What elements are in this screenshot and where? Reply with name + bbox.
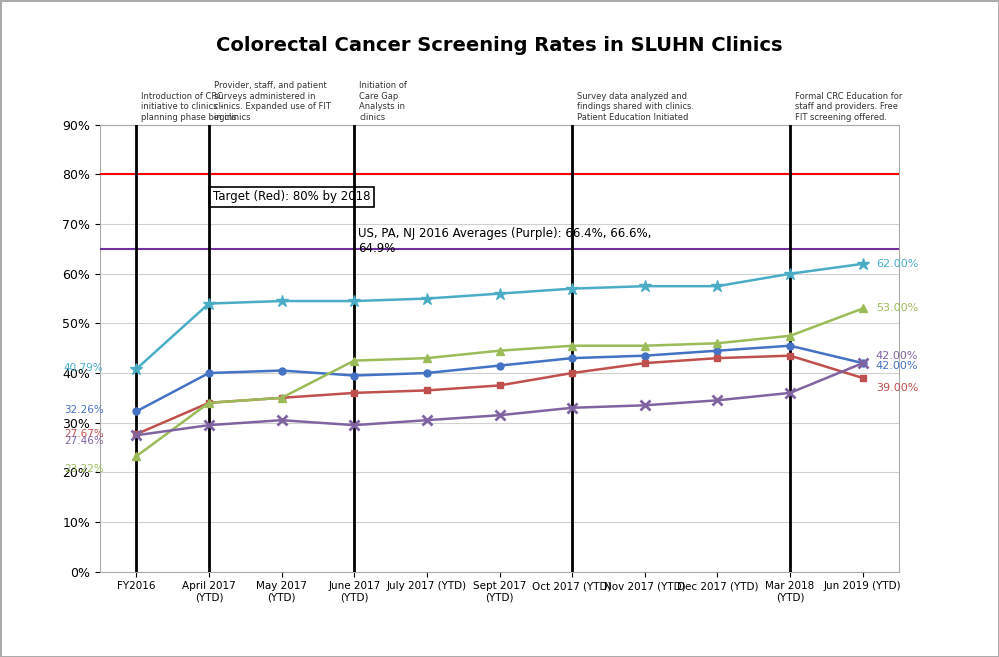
Text: Provider, staff, and patient
surveys administered in
clinics. Expanded use of FI: Provider, staff, and patient surveys adm… bbox=[214, 81, 331, 122]
Text: 42.00%: 42.00% bbox=[876, 361, 918, 371]
Text: Colorectal Cancer Screening Rates in SLUHN Clinics: Colorectal Cancer Screening Rates in SLU… bbox=[216, 37, 783, 55]
Text: Initiation of
Care Gap
Analysts in
clinics: Initiation of Care Gap Analysts in clini… bbox=[360, 81, 407, 122]
Text: US, PA, NJ 2016 Averages (Purple): 66.4%, 66.6%,
64.9%: US, PA, NJ 2016 Averages (Purple): 66.4%… bbox=[358, 227, 651, 255]
Text: 39.00%: 39.00% bbox=[876, 383, 918, 393]
Text: 53.00%: 53.00% bbox=[876, 304, 918, 313]
Text: Formal CRC Education for
staff and providers. Free
FIT screening offered.: Formal CRC Education for staff and provi… bbox=[795, 92, 902, 122]
Text: 23.22%: 23.22% bbox=[64, 464, 104, 474]
Text: 27.46%: 27.46% bbox=[64, 436, 104, 446]
Text: 62.00%: 62.00% bbox=[876, 259, 918, 269]
Text: 32.26%: 32.26% bbox=[64, 405, 104, 415]
Legend: Clinic # 1, Clinic # 2, Clinic # 3, Clinic # 4, SLUHN Average: Clinic # 1, Clinic # 2, Clinic # 3, Clin… bbox=[201, 654, 798, 657]
Text: 40.79%: 40.79% bbox=[64, 363, 104, 373]
Text: Introduction of CRC
initiative to clinics -
planning phase begins: Introduction of CRC initiative to clinic… bbox=[141, 92, 237, 122]
Text: Survey data analyzed and
findings shared with clinics.
Patient Education Initiat: Survey data analyzed and findings shared… bbox=[577, 92, 694, 122]
Text: 42.00%: 42.00% bbox=[876, 351, 918, 361]
Text: 27.67%: 27.67% bbox=[64, 429, 104, 440]
Text: Target (Red): 80% by 2018: Target (Red): 80% by 2018 bbox=[213, 191, 370, 203]
